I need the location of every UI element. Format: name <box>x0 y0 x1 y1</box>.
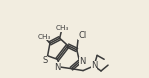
Text: N: N <box>54 63 60 72</box>
Text: N: N <box>80 57 86 66</box>
Text: CH₃: CH₃ <box>55 26 69 31</box>
Text: Cl: Cl <box>78 31 86 40</box>
Text: N: N <box>91 61 97 70</box>
Text: S: S <box>42 56 48 65</box>
Text: CH₃: CH₃ <box>37 34 51 40</box>
